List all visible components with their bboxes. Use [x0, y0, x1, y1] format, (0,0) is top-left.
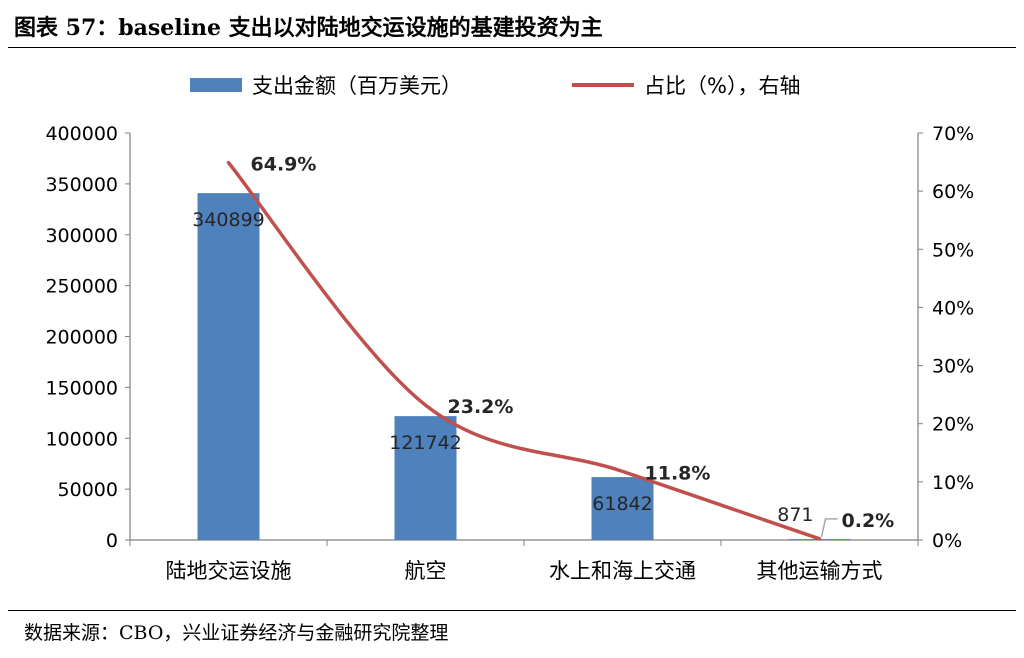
left-axis-tick-label: 100000 — [45, 428, 118, 450]
legend-bar-label: 支出金额（百万美元） — [252, 74, 462, 98]
share-value-label: 11.8% — [645, 462, 711, 484]
bar-value-label: 121742 — [389, 432, 462, 454]
bottom-rule — [8, 610, 1016, 611]
right-axis-tick-label: 40% — [932, 297, 974, 319]
legend-bar-swatch — [190, 78, 242, 92]
right-axis-tick-label: 30% — [932, 356, 974, 378]
legend: 支出金额（百万美元） 占比（%），右轴 — [0, 70, 1024, 102]
left-axis-tick-label: 350000 — [45, 174, 118, 196]
bar — [197, 193, 260, 541]
share-value-label: 64.9% — [251, 154, 317, 176]
category-label: 航空 — [405, 559, 447, 583]
right-axis-tick-label: 70% — [932, 123, 974, 145]
category-label: 陆地交运设施 — [166, 559, 292, 583]
legend-item-line: 占比（%），右轴 — [572, 70, 800, 100]
bar-value-label: 61842 — [592, 493, 652, 515]
legend-item-bar: 支出金额（百万美元） — [190, 70, 462, 100]
bar-value-label: 871 — [777, 504, 813, 526]
left-axis-tick-label: 400000 — [45, 123, 118, 145]
right-axis-tick-label: 60% — [932, 181, 974, 203]
bar-value-label: 340899 — [192, 209, 265, 231]
bar — [591, 477, 654, 540]
left-axis-tick-label: 50000 — [58, 479, 118, 501]
left-axis-tick-label: 150000 — [45, 377, 118, 399]
left-axis-tick-label: 0 — [106, 530, 118, 552]
chart: 0 50000 100000 150000 200000 250000 300000 3500… — [45, 123, 974, 583]
share-label-leader — [820, 518, 838, 537]
source-note: 数据来源：CBO，兴业证券经济与金融研究院整理 — [24, 622, 449, 644]
right-axis-tick-label: 50% — [932, 239, 974, 261]
left-axis-tick-label: 300000 — [45, 225, 118, 247]
legend-line-swatch — [572, 83, 634, 87]
bar — [394, 416, 457, 540]
right-axis-tick-label: 20% — [932, 414, 974, 436]
right-axis-tick-label: 0% — [932, 530, 962, 552]
share-value-label: 23.2% — [448, 396, 514, 418]
share-value-label: 0.2% — [842, 510, 895, 532]
left-axis-tick-label: 200000 — [45, 327, 118, 349]
share-line — [226, 160, 822, 541]
legend-line-label: 占比（%），右轴 — [644, 74, 801, 98]
top-rule — [8, 47, 1016, 48]
category-label: 水上和海上交通 — [549, 559, 696, 583]
figure-title: 图表 57：baseline 支出以对陆地交运设施的基建投资为主 — [14, 15, 603, 41]
left-axis-tick-label: 250000 — [45, 276, 118, 298]
right-axis-tick-label: 10% — [932, 472, 974, 494]
category-label: 其他运输方式 — [757, 559, 883, 583]
